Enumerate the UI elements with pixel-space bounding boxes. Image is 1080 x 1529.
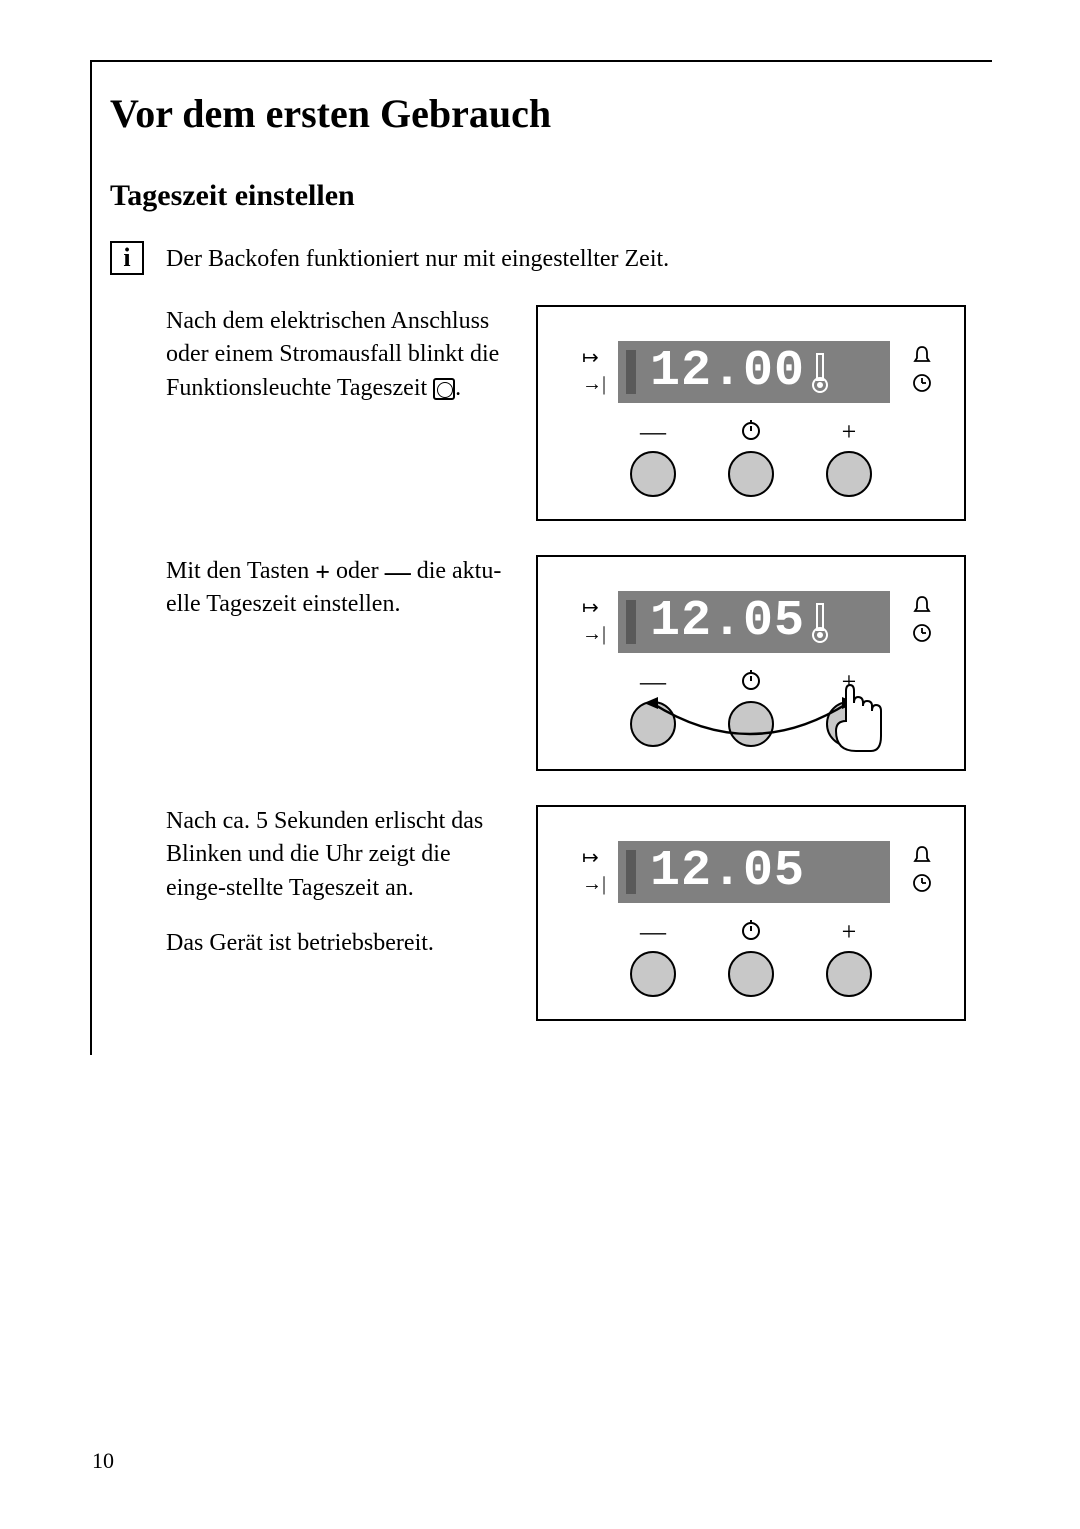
minus-button[interactable] [630, 951, 676, 997]
step-3-row: Nach ca. 5 Sekunden erlischt das Blinken… [166, 805, 992, 1021]
clock-icon [433, 378, 455, 400]
buttons-row: — + [538, 919, 964, 997]
clock-button[interactable] [728, 951, 774, 997]
main-title: Vor dem ersten Gebrauch [110, 90, 992, 137]
end-time-icon: ↦ [582, 595, 599, 620]
thermometer-icon [809, 350, 831, 394]
lcd-time: 12.05 [650, 597, 805, 647]
minus-button-group: — [630, 919, 676, 997]
display-panel-1: ↦ →| 12.00 — [536, 305, 966, 521]
info-icon: i [110, 241, 144, 275]
plus-symbol: + [842, 919, 857, 945]
duration-icon: →| [582, 623, 606, 646]
duration-icon: →| [582, 873, 606, 896]
section-title: Tageszeit einstellen [110, 179, 992, 213]
step-2-text: Mit den Tasten + oder — die aktu-elle Ta… [166, 555, 536, 622]
clock-small-icon [912, 873, 932, 899]
step-2-row: Mit den Tasten + oder — die aktu-elle Ta… [166, 555, 992, 771]
step-1-text: Nach dem elektrischen Anschluss oder ein… [166, 305, 536, 406]
step-3-text: Nach ca. 5 Sekunden erlischt das Blinken… [166, 805, 536, 961]
bell-icon [912, 345, 932, 371]
end-time-icon: ↦ [582, 345, 599, 370]
minus-button-group: — [630, 419, 676, 497]
plus-symbol: + [842, 419, 857, 445]
minus-symbol: — [640, 919, 666, 945]
lcd-display: 12.05 [618, 841, 890, 903]
clock-symbol [740, 919, 762, 945]
step-1-row: Nach dem elektrischen Anschluss oder ein… [166, 305, 992, 521]
bell-icon [912, 845, 932, 871]
lcd-bar [626, 350, 636, 394]
bell-icon [912, 595, 932, 621]
clock-symbol [740, 419, 762, 445]
plus-inline-icon: + [315, 557, 330, 586]
clock-button-group [728, 419, 774, 497]
plus-button[interactable] [826, 951, 872, 997]
plus-button-group: + [826, 419, 872, 497]
clock-small-icon [912, 623, 932, 649]
clock-symbol [740, 669, 762, 695]
lcd-display: 12.00 [618, 341, 890, 403]
display-panel-3: ↦ →| 12.05 — [536, 805, 966, 1021]
page-number: 10 [92, 1448, 114, 1474]
clock-button[interactable] [728, 451, 774, 497]
display-panel-2: ↦ →| 12.05 — [536, 555, 966, 771]
lcd-bar [626, 600, 636, 644]
minus-button[interactable] [630, 451, 676, 497]
hand-pointer-icon [826, 681, 886, 761]
page-frame: Vor dem ersten Gebrauch Tageszeit einste… [90, 60, 992, 1055]
end-time-icon: ↦ [582, 845, 599, 870]
clock-small-icon [912, 373, 932, 399]
lcd-time: 12.05 [650, 847, 805, 897]
info-text: Der Backofen funktioniert nur mit einges… [166, 241, 669, 277]
clock-button-group [728, 919, 774, 997]
duration-icon: →| [582, 373, 606, 396]
lcd-bar [626, 850, 636, 894]
buttons-row: — + [538, 419, 964, 497]
plus-button[interactable] [826, 451, 872, 497]
thermometer-icon [809, 600, 831, 644]
swipe-arc [644, 695, 856, 755]
info-row: i Der Backofen funktioniert nur mit eing… [110, 241, 992, 277]
minus-symbol: — [640, 419, 666, 445]
plus-button-group: + [826, 919, 872, 997]
minus-inline-icon: — [385, 557, 411, 586]
lcd-display: 12.05 [618, 591, 890, 653]
minus-symbol: — [640, 669, 666, 695]
lcd-time: 12.00 [650, 347, 805, 397]
